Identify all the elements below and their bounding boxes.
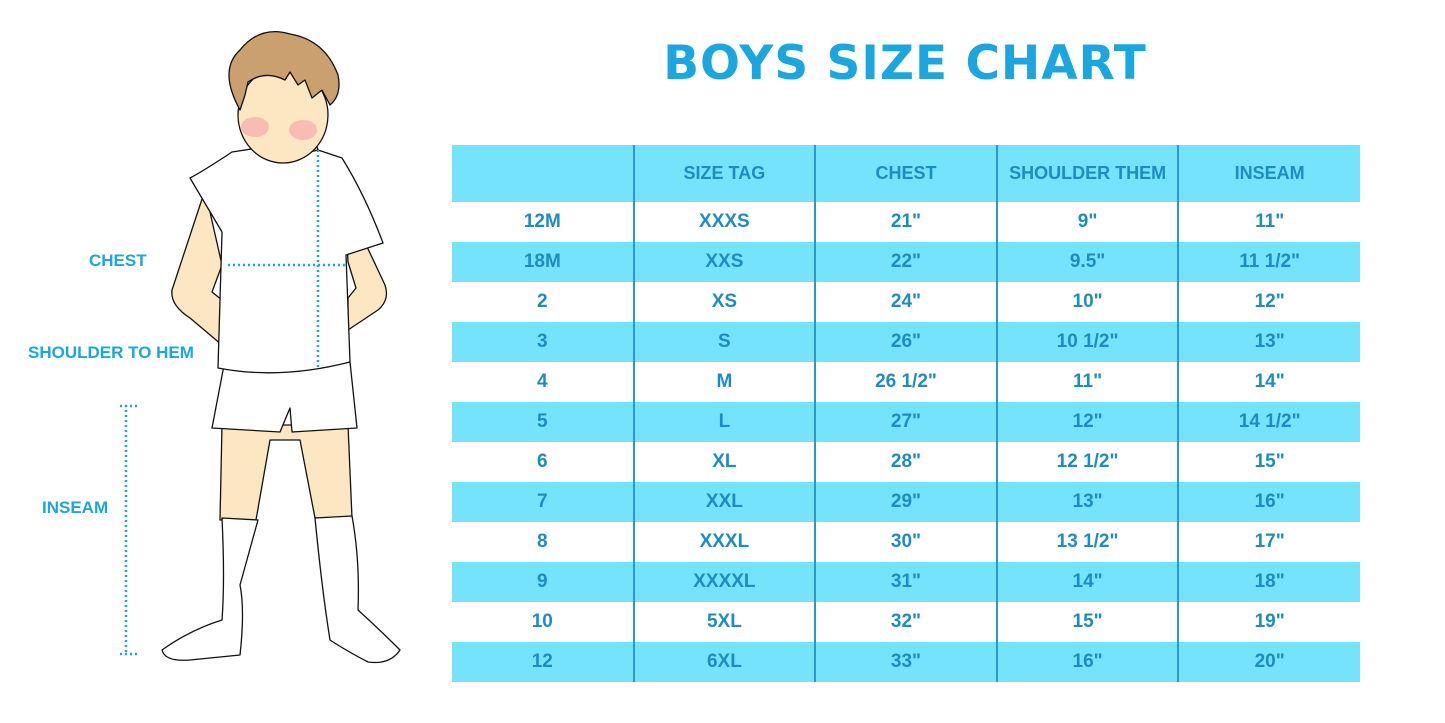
cell-age: 10 <box>452 602 634 642</box>
cell-inseam: 18" <box>1177 562 1360 602</box>
cell-chest: 31" <box>814 562 997 602</box>
table-row: 10 5XL 32" 15" 19" <box>452 602 1360 642</box>
cell-inseam: 17" <box>1177 522 1360 562</box>
cell-age: 2 <box>452 282 634 322</box>
table-row: 5 L 27" 12" 14 1/2" <box>452 402 1360 442</box>
table-row: 7 XXL 29" 13" 16" <box>452 482 1360 522</box>
cell-chest: 28" <box>814 442 997 482</box>
cell-shoulder: 15" <box>995 602 1179 642</box>
table-row: 18M XXS 22" 9.5" 11 1/2" <box>452 242 1360 282</box>
cell-age: 4 <box>452 362 634 402</box>
cell-chest: 27" <box>814 402 997 442</box>
right-sock <box>314 515 401 664</box>
cell-size-tag: L <box>632 402 816 442</box>
left-arm <box>171 189 223 346</box>
cell-size-tag: XL <box>632 442 816 482</box>
boy-illustration <box>120 30 401 664</box>
cell-size-tag: XS <box>632 282 816 322</box>
cell-age: 12M <box>452 202 634 242</box>
header-chest: CHEST <box>814 145 997 202</box>
cell-shoulder: 9.5" <box>995 242 1179 282</box>
header-size-tag: SIZE TAG <box>632 145 816 202</box>
cell-chest: 32" <box>814 602 997 642</box>
legs <box>219 424 353 521</box>
cell-shoulder: 12" <box>995 402 1179 442</box>
cell-inseam: 19" <box>1177 602 1360 642</box>
cell-shoulder: 16" <box>995 642 1179 682</box>
cell-size-tag: XXXXL <box>632 562 816 602</box>
table-row: 8 XXXL 30" 13 1/2" 17" <box>452 522 1360 562</box>
cell-size-tag: M <box>632 362 816 402</box>
cell-inseam: 15" <box>1177 442 1360 482</box>
cell-size-tag: S <box>632 322 816 362</box>
cell-age: 12 <box>452 642 634 682</box>
cell-size-tag: XXL <box>632 482 816 522</box>
cell-age: 18M <box>452 242 634 282</box>
shirt <box>189 147 384 374</box>
cell-age: 8 <box>452 522 634 562</box>
cell-age: 6 <box>452 442 634 482</box>
cell-inseam: 16" <box>1177 482 1360 522</box>
cell-inseam: 14 1/2" <box>1177 402 1360 442</box>
inseam-label: INSEAM <box>42 498 109 517</box>
shorts <box>211 359 358 433</box>
cell-chest: 24" <box>814 282 997 322</box>
cell-shoulder: 10 1/2" <box>995 322 1179 362</box>
chest-label: CHEST <box>89 251 147 270</box>
cell-shoulder: 14" <box>995 562 1179 602</box>
cell-chest: 26" <box>814 322 997 362</box>
cell-age: 3 <box>452 322 634 362</box>
cell-inseam: 11 1/2" <box>1177 242 1360 282</box>
header-age <box>452 145 634 202</box>
cell-size-tag: 6XL <box>632 642 816 682</box>
shoulder-to-hem-label: SHOULDER TO HEM <box>28 343 194 362</box>
cell-chest: 33" <box>814 642 997 682</box>
header-inseam: INSEAM <box>1177 145 1360 202</box>
cell-size-tag: XXXS <box>632 202 816 242</box>
cell-age: 5 <box>452 402 634 442</box>
header-shoulder: SHOULDER THEM <box>995 145 1179 202</box>
table-row: 4 M 26 1/2" 11" 14" <box>452 362 1360 402</box>
table-row: 9 XXXXL 31" 14" 18" <box>452 562 1360 602</box>
cell-age: 7 <box>452 482 634 522</box>
table-row: 12 6XL 33" 16" 20" <box>452 642 1360 682</box>
cell-size-tag: XXS <box>632 242 816 282</box>
cell-chest: 29" <box>814 482 997 522</box>
cell-shoulder: 13" <box>995 482 1179 522</box>
cell-inseam: 12" <box>1177 282 1360 322</box>
cell-chest: 22" <box>814 242 997 282</box>
page-title: BOYS SIZE CHART <box>663 36 1147 91</box>
cell-size-tag: 5XL <box>632 602 816 642</box>
table-header-row: SIZE TAG CHEST SHOULDER THEM INSEAM <box>452 145 1360 202</box>
cell-chest: 21" <box>814 202 997 242</box>
cell-inseam: 11" <box>1177 202 1360 242</box>
cell-age: 9 <box>452 562 634 602</box>
cell-shoulder: 11" <box>995 362 1179 402</box>
cell-shoulder: 12 1/2" <box>995 442 1179 482</box>
cell-inseam: 13" <box>1177 322 1360 362</box>
cell-shoulder: 9" <box>995 202 1179 242</box>
hair <box>228 30 340 111</box>
cell-shoulder: 10" <box>995 282 1179 322</box>
table-row: 2 XS 24" 10" 12" <box>452 282 1360 322</box>
left-sock <box>161 517 259 661</box>
table-row: 3 S 26" 10 1/2" 13" <box>452 322 1360 362</box>
cell-chest: 30" <box>814 522 997 562</box>
cell-size-tag: XXXL <box>632 522 816 562</box>
table-row: 6 XL 28" 12 1/2" 15" <box>452 442 1360 482</box>
cell-shoulder: 13 1/2" <box>995 522 1179 562</box>
cell-inseam: 14" <box>1177 362 1360 402</box>
cell-chest: 26 1/2" <box>814 362 997 402</box>
cell-inseam: 20" <box>1177 642 1360 682</box>
size-chart-table: SIZE TAG CHEST SHOULDER THEM INSEAM 12M X… <box>452 145 1360 682</box>
table-row: 12M XXXS 21" 9" 11" <box>452 202 1360 242</box>
